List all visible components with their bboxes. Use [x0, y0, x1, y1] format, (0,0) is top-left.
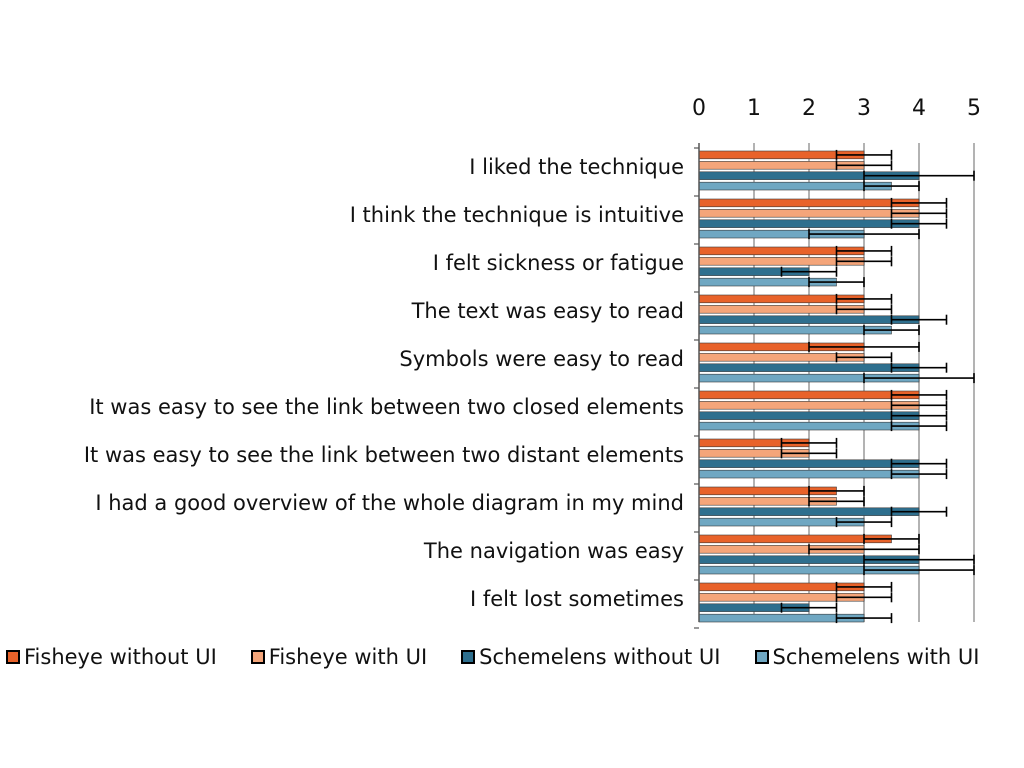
bar	[698, 198, 920, 208]
legend-item: Fisheye without UI	[6, 645, 217, 669]
error-bar-layer	[780, 149, 975, 624]
bar	[698, 469, 920, 479]
legend-swatch	[754, 650, 769, 664]
category-label: It was easy to see the link between two …	[84, 443, 684, 467]
x-tick-label: 5	[967, 96, 981, 121]
axis-layer	[694, 143, 700, 629]
bar	[698, 534, 892, 544]
legend-label: Fisheye without UI	[24, 645, 217, 669]
bar	[698, 401, 920, 410]
x-tick-label: 1	[747, 96, 761, 121]
bar	[698, 390, 920, 400]
legend-item: Schemelens with UI	[754, 645, 980, 669]
x-tick-label: 3	[857, 96, 871, 121]
chart: 0 1 2 3 4 5 I liked the technique I think the t…	[84, 96, 981, 629]
bar	[698, 315, 920, 324]
category-label: I felt lost sometimes	[470, 587, 684, 611]
bar	[698, 459, 920, 468]
legend-label: Schemelens without UI	[479, 645, 721, 669]
category-label: I think the technique is intuitive	[350, 203, 684, 227]
x-tick-label: 4	[912, 96, 926, 121]
bar	[698, 209, 920, 218]
legend-swatch	[250, 650, 265, 664]
bar	[698, 363, 920, 372]
label-layer: 0 1 2 3 4 5 I liked the technique I think the t…	[84, 96, 981, 611]
legend-label: Fisheye with UI	[268, 645, 428, 669]
category-label: It was easy to see the link between two …	[89, 395, 684, 419]
bar	[698, 411, 920, 420]
category-label: The text was easy to read	[411, 299, 684, 323]
bar	[698, 507, 920, 516]
bar	[698, 181, 892, 191]
x-tick-label: 2	[802, 96, 816, 121]
legend: Fisheye without UI Fisheye with UI Schemel…	[6, 642, 1022, 672]
bar-layer	[698, 150, 920, 623]
legend-label: Schemelens with UI	[772, 645, 980, 669]
legend-swatch	[6, 650, 20, 664]
bar	[698, 325, 892, 335]
legend-swatch	[461, 650, 476, 664]
category-label: Symbols were easy to read	[399, 347, 684, 371]
legend-item: Fisheye with UI	[250, 645, 428, 669]
bar	[698, 421, 920, 431]
legend-item: Schemelens without UI	[461, 645, 721, 669]
category-label: I felt sickness or fatigue	[433, 251, 684, 275]
category-label: I liked the technique	[469, 155, 684, 179]
bar	[698, 219, 920, 228]
category-label: I had a good overview of the whole diagr…	[95, 491, 684, 515]
category-label: The navigation was easy	[423, 539, 684, 563]
x-tick-label: 0	[692, 96, 706, 121]
